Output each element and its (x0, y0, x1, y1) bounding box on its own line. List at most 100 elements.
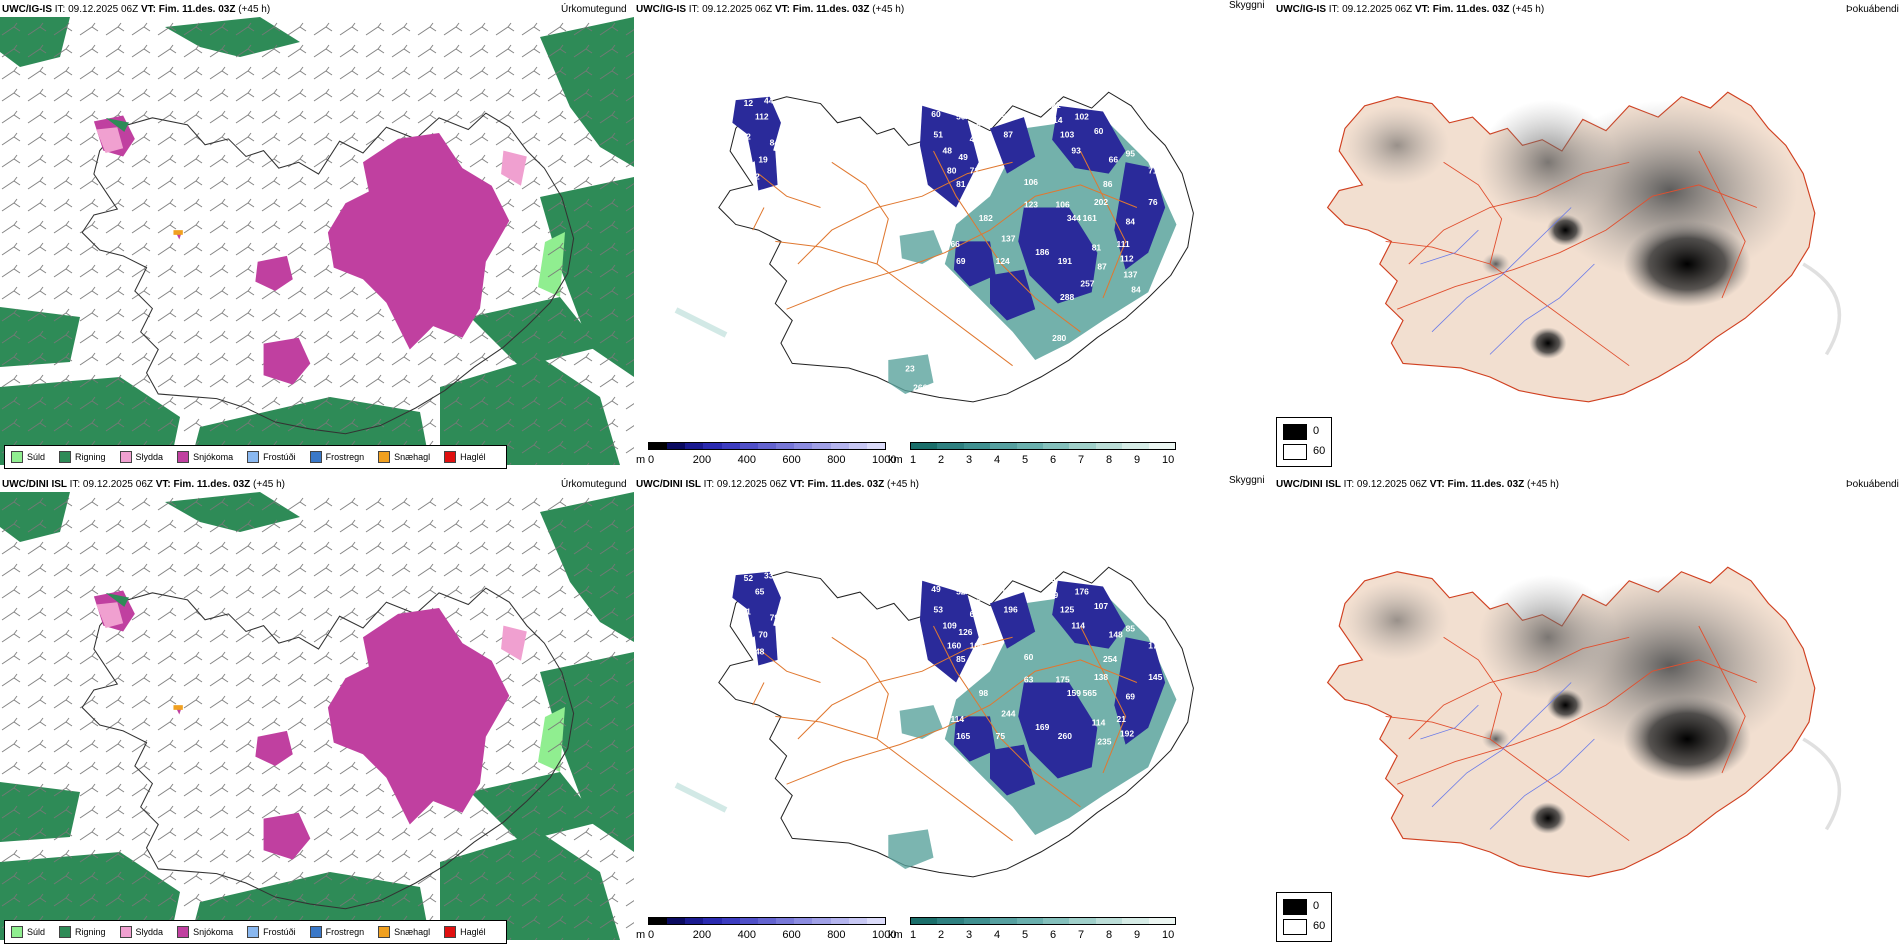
colorbar-unit: m (636, 454, 646, 466)
fog-legend-label: 0 (1313, 900, 1320, 912)
depth-label: 69 (985, 175, 995, 185)
depth-label: 280 (1052, 333, 1066, 343)
legend-label: Haglél (460, 452, 486, 462)
depth-label: 148 (1109, 629, 1123, 639)
colorbar-tick-label: 10 (1162, 454, 1175, 466)
init-time: IT: 09.12.2025 06Z (1343, 479, 1430, 490)
colorbar-tick-label: 5 (1022, 454, 1029, 466)
panel-header: UWC/IG-IS IT: 09.12.2025 06Z VT: Fim. 11… (2, 4, 270, 15)
colorbar-strip (910, 917, 1176, 925)
colorbar-tick-label: 0 (648, 929, 655, 941)
model-name: UWC/DINI ISL (636, 479, 704, 490)
depth-label: 52 (744, 573, 754, 583)
legend-label: Snjókoma (193, 927, 234, 937)
depth-label: 176 (1075, 586, 1089, 596)
visibility-panel: UWC/IG-IS IT: 09.12.2025 06Z VT: Fim. 11… (636, 0, 1276, 475)
depth-label: 145 (1148, 672, 1162, 682)
depth-label: 60 (1094, 126, 1104, 136)
colorbar-tick-label: 800 (827, 454, 846, 466)
lead-time: (+45 h) (253, 479, 285, 490)
precip-legend-item: Rigning (59, 926, 106, 938)
precip-legend-item: Snæhagl (378, 451, 430, 463)
depth-label: 76 (1148, 197, 1158, 207)
depth-label: 165 (956, 731, 970, 741)
depth-label: 66 (950, 239, 960, 249)
legend-swatch (177, 451, 190, 463)
depth-label: 61 (741, 607, 751, 617)
depth-label: 114 (950, 714, 964, 724)
colorbar-tick-label: 1 (910, 454, 917, 466)
fog-legend-swatch (1283, 899, 1307, 915)
fog-legend: 0 60 (1276, 417, 1332, 467)
depth-label: 123 (1024, 200, 1038, 210)
panel-header: UWC/IG-IS IT: 09.12.2025 06Z VT: Fim. 11… (636, 4, 904, 15)
depth-label: 48 (943, 145, 953, 155)
depth-label: 114 (1071, 620, 1085, 630)
lead-time: (+45 h) (887, 479, 919, 490)
lead-time: (+45 h) (1512, 4, 1545, 15)
precip-map (0, 492, 634, 940)
depth-label: 565 (1083, 688, 1097, 698)
fog-legend-swatch (1283, 444, 1307, 460)
precip-legend-item: Haglél (444, 451, 486, 463)
depth-label: 52 (976, 593, 986, 603)
colorbar-tick-label: 4 (994, 929, 1001, 941)
panel-header: UWC/DINI ISL IT: 09.12.2025 06Z VT: Fim.… (1276, 479, 1559, 490)
depth-label: 85 (1126, 624, 1136, 634)
depth-label: 137 (1001, 233, 1015, 243)
colorbar-strip (648, 917, 886, 925)
depth-label: 53 (934, 604, 944, 614)
fog-panel: UWC/IG-IS IT: 09.12.2025 06Z VT: Fim. 11… (1276, 0, 1900, 475)
depth-label: 87 (1097, 262, 1107, 272)
colorbar-tick-label: 400 (737, 929, 756, 941)
colorbar-unit: m (636, 929, 646, 941)
depth-label: 85 (956, 654, 966, 664)
depth-label: 71 (1148, 166, 1158, 176)
legend-swatch (59, 451, 72, 463)
valid-time: VT: Fim. 11.des. 03Z (155, 479, 254, 490)
precip-legend-item: Frostúði (247, 926, 296, 938)
depth-label: 109 (943, 620, 957, 630)
valid-time: VT: Fim. 11.des. 03Z (1414, 4, 1513, 15)
legend-label: Slydda (135, 927, 164, 937)
depth-label: 19 (758, 154, 768, 164)
fog-title: Þokuábendi (1846, 4, 1899, 15)
colorbar-unit: km (888, 929, 903, 941)
colorbar-tick-label: 600 (782, 929, 801, 941)
precip-type-title: Úrkomutegund (561, 4, 627, 15)
depth-label: 81 (956, 179, 966, 189)
depth-label: 84 (1047, 575, 1057, 585)
depth-label: 254 (1103, 654, 1117, 664)
panel-header: UWC/DINI ISL IT: 09.12.2025 06Z VT: Fim.… (2, 479, 285, 490)
legend-label: Rigning (75, 452, 106, 462)
depth-label: 182 (979, 213, 993, 223)
colorbar-tick-label: 10 (1162, 929, 1175, 941)
panel-header: UWC/DINI ISL IT: 09.12.2025 06Z VT: Fim.… (636, 479, 919, 490)
init-time: IT: 09.12.2025 06Z (69, 479, 156, 490)
depth-label: 125 (1001, 586, 1015, 596)
precip-legend-item: Frostregn (309, 926, 364, 938)
colorbar-tick-label: 1 (910, 929, 917, 941)
fog-panel: UWC/DINI ISL IT: 09.12.2025 06Z VT: Fim.… (1276, 475, 1900, 950)
fog-map (1327, 91, 1842, 403)
model-name: UWC/DINI ISL (2, 479, 70, 490)
depth-label: 98 (979, 688, 989, 698)
model-name: UWC/IG-IS (1276, 4, 1329, 15)
visibility-title: Skyggni (1229, 475, 1265, 486)
legend-label: Frostúði (263, 927, 296, 937)
depth-label: 106 (970, 641, 984, 651)
model-name: UWC/IG-IS (636, 4, 689, 15)
depth-label: 12 (744, 98, 754, 108)
fog-map (1327, 566, 1842, 878)
depth-label: 161 (1083, 213, 1097, 223)
lead-time: (+45 h) (872, 4, 905, 15)
depth-label: 138 (1094, 672, 1108, 682)
depth-label: 196 (1004, 604, 1018, 614)
precip-legend-item: Slydda (119, 451, 163, 463)
depth-label: 159 (1067, 688, 1081, 698)
colorbar-tick-label: 7 (1078, 929, 1085, 941)
colorbar-strip (910, 442, 1176, 450)
depth-label: 63 (1024, 675, 1034, 685)
precip-legend-item: Haglél (444, 926, 486, 938)
init-time: IT: 09.12.2025 06Z (1328, 4, 1415, 15)
